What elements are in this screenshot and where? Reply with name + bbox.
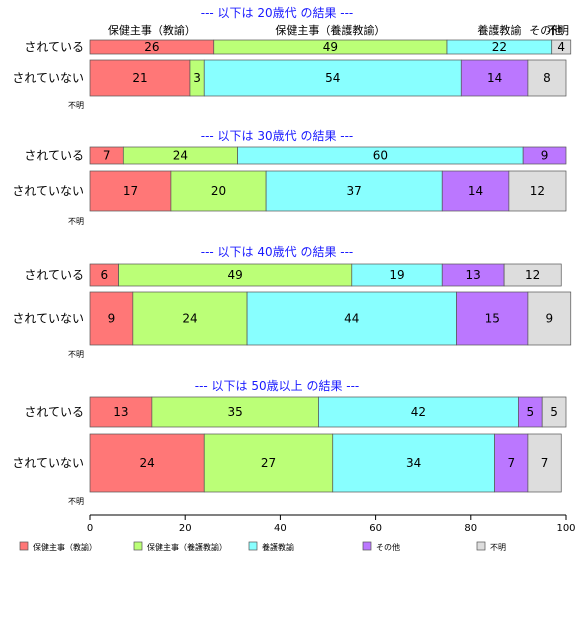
bar-segment	[332, 433, 495, 493]
bar-value-label: 44	[344, 312, 359, 326]
bar-value-label: 5	[526, 405, 534, 419]
bar-value-label: 5	[550, 405, 558, 419]
legend-label: 保健主事（養護教諭）	[147, 542, 227, 552]
unknown-row-label: 不明	[68, 350, 84, 359]
bar-segment	[522, 146, 567, 165]
bar-value-label: 24	[139, 456, 154, 470]
bar-value-label: 9	[541, 149, 549, 163]
bar-segment	[132, 291, 248, 346]
bar-segment	[551, 39, 572, 55]
bar-value-label: 12	[525, 268, 540, 282]
bar-segment	[441, 170, 510, 212]
bar-value-label: 7	[541, 456, 549, 470]
bar-segment	[203, 433, 334, 493]
unknown-row-label: 不明	[68, 217, 84, 226]
legend-swatch	[248, 541, 258, 551]
category-header-label: 養護教諭	[477, 23, 521, 37]
x-tick-label: 20	[179, 523, 192, 534]
bar-value-label: 60	[373, 149, 388, 163]
legend-swatch	[19, 541, 29, 551]
bar-value-label: 26	[144, 40, 159, 54]
bar-value-label: 24	[182, 312, 197, 326]
legend-swatch	[133, 541, 143, 551]
x-tick-label: 60	[369, 523, 382, 534]
bar-value-label: 7	[103, 149, 111, 163]
unknown-row-label: 不明	[68, 497, 84, 506]
bar-value-label: 7	[507, 456, 515, 470]
x-tick-label: 80	[464, 523, 477, 534]
category-header-label: 保健主事（養護教諭）	[275, 23, 385, 37]
bar-segment	[170, 170, 267, 212]
bar-value-label: 49	[228, 268, 243, 282]
bar-segment	[456, 291, 529, 346]
row-label: されていない	[12, 456, 84, 470]
bar-value-label: 20	[211, 184, 226, 198]
bar-segment	[265, 170, 443, 212]
bar-value-label: 9	[108, 312, 116, 326]
legend-label: 養護教諭	[262, 542, 294, 552]
bar-value-label: 13	[466, 268, 481, 282]
bar-segment	[89, 433, 205, 493]
x-tick-label: 0	[87, 523, 93, 534]
bar-value-label: 42	[411, 405, 426, 419]
row-label: されていない	[12, 71, 84, 85]
row-label: されている	[24, 268, 84, 282]
bar-value-label: 37	[347, 184, 362, 198]
category-header-label: 不明	[547, 24, 569, 37]
group-title: --- 以下は 20歳代 の結果 ---	[201, 6, 354, 20]
bar-segment	[494, 433, 529, 493]
bar-segment	[89, 59, 191, 97]
category-header-label: その他	[529, 24, 562, 37]
bar-segment	[318, 396, 519, 428]
bar-segment	[89, 396, 153, 428]
bar-value-label: 14	[468, 184, 483, 198]
bar-value-label: 21	[132, 71, 147, 85]
bar-value-label: 8	[543, 71, 551, 85]
row-label: されていない	[12, 184, 84, 198]
bar-segment	[541, 396, 567, 428]
bar-segment	[503, 263, 562, 287]
bar-segment	[508, 170, 567, 212]
row-label: されている	[24, 40, 84, 54]
category-header-label: 保健主事（教諭）	[108, 23, 196, 37]
group-title: --- 以下は 50歳以上 の結果 ---	[195, 379, 360, 393]
bar-value-label: 34	[406, 456, 421, 470]
bar-value-label: 3	[193, 71, 201, 85]
bar-value-label: 49	[323, 40, 338, 54]
bar-value-label: 17	[123, 184, 138, 198]
bar-value-label: 14	[487, 71, 502, 85]
unknown-row-label: 不明	[68, 101, 84, 110]
bar-value-label: 6	[100, 268, 108, 282]
bar-value-label: 15	[485, 312, 500, 326]
bar-segment	[527, 291, 572, 346]
group-title: --- 以下は 30歳代 の結果 ---	[201, 129, 354, 143]
row-label: されていない	[12, 312, 84, 326]
bar-value-label: 9	[546, 312, 554, 326]
bar-value-label: 35	[228, 405, 243, 419]
legend-swatch	[476, 541, 486, 551]
bar-segment	[89, 291, 134, 346]
bar-segment	[527, 433, 562, 493]
legend-label: その他	[376, 542, 400, 552]
bar-value-label: 4	[557, 40, 565, 54]
bar-segment	[527, 59, 567, 97]
legend-label: 保健主事（教諭）	[33, 542, 97, 552]
bar-segment	[151, 396, 319, 428]
legend-label: 不明	[490, 543, 506, 552]
row-label: されている	[24, 405, 84, 419]
bar-value-label: 12	[530, 184, 545, 198]
bar-value-label: 24	[173, 149, 188, 163]
bar-value-label: 54	[325, 71, 340, 85]
bar-value-label: 22	[492, 40, 507, 54]
x-tick-label: 40	[274, 523, 287, 534]
legend-swatch	[362, 541, 372, 551]
bar-value-label: 27	[261, 456, 276, 470]
x-tick-label: 100	[556, 523, 575, 534]
bar-value-label: 13	[113, 405, 128, 419]
group-title: --- 以下は 40歳代 の結果 ---	[201, 245, 354, 259]
bar-value-label: 19	[389, 268, 404, 282]
row-label: されている	[24, 149, 84, 163]
